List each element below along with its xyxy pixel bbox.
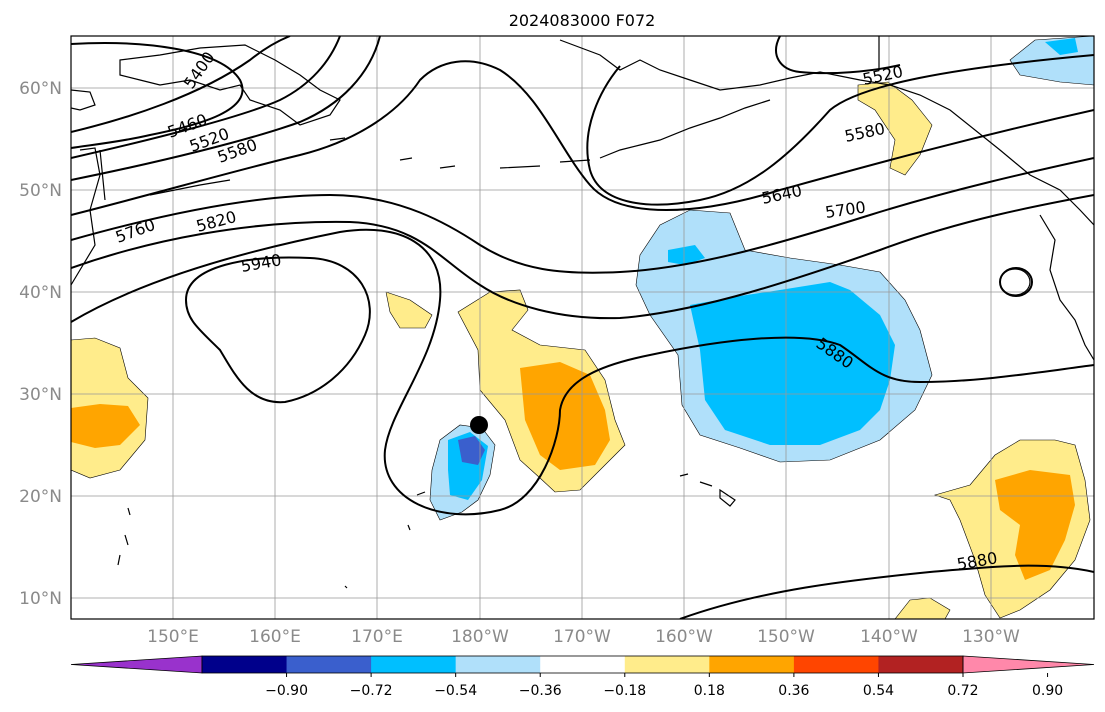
lon-label: 160°E bbox=[249, 627, 301, 647]
colorbar-tick-label: 0.54 bbox=[863, 683, 894, 699]
lat-label: 60°N bbox=[19, 79, 62, 99]
colorbar-tick-label: −0.36 bbox=[519, 683, 562, 699]
lat-label: 10°N bbox=[19, 589, 62, 609]
colorbar-extend-high bbox=[962, 655, 1095, 674]
height-contours bbox=[71, 36, 1094, 619]
map-area: 5400 5460 5520 5580 5760 5820 5940 5640 … bbox=[71, 36, 1094, 619]
lon-label: 170°W bbox=[553, 627, 611, 647]
map-title: 2024083000 F072 bbox=[509, 11, 656, 30]
lon-label: 130°W bbox=[962, 627, 1020, 647]
colorbar-segment bbox=[540, 656, 626, 673]
colorbar-segment bbox=[878, 656, 964, 673]
colorbar-extend-low bbox=[70, 655, 203, 674]
lon-label: 150°E bbox=[147, 627, 199, 647]
colorbar-tick-label: 0.36 bbox=[778, 683, 809, 699]
map-frame bbox=[70, 35, 1095, 620]
colorbar-segment bbox=[455, 656, 541, 673]
lat-label: 40°N bbox=[19, 283, 62, 303]
latitude-labels: 60°N 50°N 40°N 30°N 20°N 10°N bbox=[19, 79, 62, 609]
colorbar-tick-label: −0.72 bbox=[350, 683, 393, 699]
coastlines bbox=[71, 36, 1094, 589]
storm-position-marker bbox=[470, 416, 488, 434]
lat-label: 50°N bbox=[19, 181, 62, 201]
colorbar-segment bbox=[709, 656, 795, 673]
lon-label: 170°E bbox=[351, 627, 403, 647]
colorbar-segment bbox=[371, 656, 457, 673]
colorbar-segment bbox=[793, 656, 879, 673]
colorbar-tick-label: 0.90 bbox=[1032, 683, 1063, 699]
colorbar-segment bbox=[286, 656, 372, 673]
lon-label: 140°W bbox=[860, 627, 918, 647]
colorbar-tick-label: 0.72 bbox=[947, 683, 978, 699]
lon-label: 160°W bbox=[655, 627, 713, 647]
colorbar-tick-label: −0.90 bbox=[265, 683, 308, 699]
colorbar-tick-label: 0.18 bbox=[694, 683, 725, 699]
lat-label: 30°N bbox=[19, 385, 62, 405]
colorbar-tick-label: −0.54 bbox=[434, 683, 477, 699]
lon-label: 150°W bbox=[757, 627, 815, 647]
lon-label: 180°W bbox=[451, 627, 509, 647]
colorbar: −0.90 −0.72 −0.54 −0.36 −0.18 0.18 0.36 0.54 0.7… bbox=[70, 655, 1095, 699]
lat-label: 20°N bbox=[19, 487, 62, 507]
colorbar-tick-label: −0.18 bbox=[603, 683, 646, 699]
colorbar-segment bbox=[624, 656, 710, 673]
longitude-labels: 150°E 160°E 170°E 180°W 170°W 160°W 150°… bbox=[147, 627, 1020, 647]
colorbar-segment bbox=[202, 656, 288, 673]
anomaly-shading bbox=[71, 36, 1094, 619]
graticule bbox=[71, 36, 1094, 619]
